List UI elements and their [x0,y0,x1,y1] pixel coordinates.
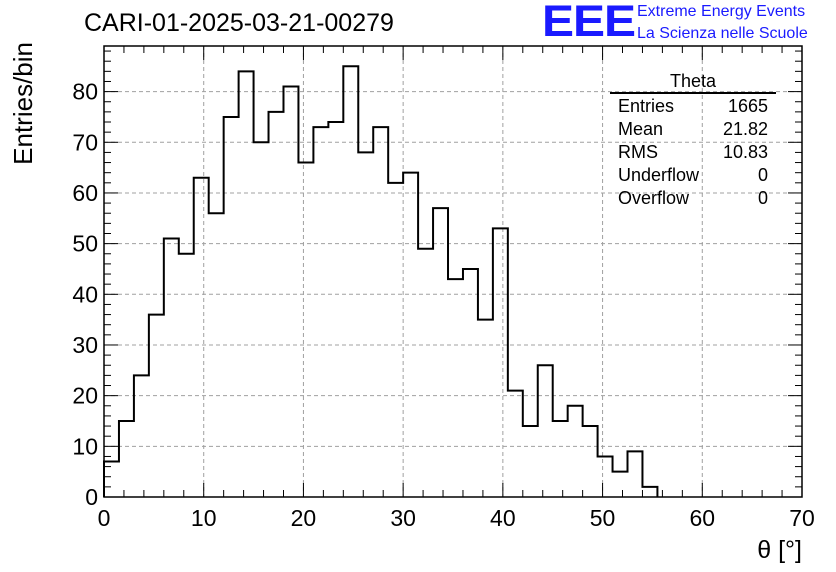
stats-value: 21.82 [722,119,768,139]
x-tick-label: 70 [789,505,815,531]
y-tick-label: 0 [85,484,98,510]
stats-row-rms: RMS 10.83 [610,141,776,164]
histogram-bin [239,71,254,497]
stats-label: Overflow [618,188,690,208]
histogram-bin [598,456,613,497]
stats-label: Entries [618,96,675,116]
stats-label: Mean [618,119,664,139]
histogram-bin [388,183,403,497]
histogram-bin [508,391,523,497]
histogram-bin [418,249,433,497]
x-tick-label: 10 [191,505,217,531]
y-tick-label: 30 [72,332,98,358]
histogram-bin [119,421,134,497]
histogram-bin [373,127,388,497]
histogram-bin [538,365,553,497]
histogram-bin [269,112,284,497]
x-tick-label: 40 [490,505,516,531]
stats-row-overflow: Overflow 0 [610,187,776,210]
stats-label: RMS [618,142,658,162]
histogram-bin [403,173,418,497]
histogram-bin [343,66,358,497]
y-tick-label: 40 [72,281,98,307]
histogram-bin [283,87,298,497]
histogram-bin [493,228,508,497]
histogram-bin [358,152,373,497]
stats-box: Theta Entries 1665 Mean 21.82 RMS 10.83 … [610,70,776,210]
histogram-bin [179,254,194,497]
x-tick-label: 0 [98,505,111,531]
y-tick-label: 50 [72,231,98,257]
stats-title: Theta [610,70,776,94]
stats-value: 10.83 [722,142,768,162]
x-tick-label: 60 [689,505,715,531]
histogram-bin [149,315,164,497]
eee-logo: EEE [542,0,636,46]
histogram-bin [463,269,478,497]
histogram-series [103,65,659,497]
stats-value: 0 [757,165,768,185]
x-tick-label: 50 [590,505,616,531]
histogram-bin [583,426,598,497]
histogram-bin [642,487,657,497]
stats-row-entries: Entries 1665 [610,95,776,118]
y-axis-label: Entries/bin [8,42,38,165]
x-tick-label: 30 [390,505,416,531]
histogram-bin [613,472,628,497]
histogram-bin [448,279,463,497]
histogram-bin [313,127,328,497]
histogram-bin [224,117,239,497]
histogram-bin [298,163,313,497]
y-tick-label: 80 [72,79,98,105]
histogram-bin [164,239,179,497]
stats-row-mean: Mean 21.82 [610,118,776,141]
y-tick-label: 20 [72,383,98,409]
histogram-bin [628,451,643,497]
plot-frame [103,45,803,498]
logo-caption-line1: Extreme Energy Events [637,3,806,20]
histogram-bin [523,426,538,497]
histogram-bin [104,462,119,497]
histogram-bin [209,213,224,497]
stats-label: Underflow [618,165,700,185]
y-tick-label: 10 [72,433,98,459]
stats-value: 1665 [727,96,768,116]
histogram-bin [568,406,583,497]
stats-row-underflow: Underflow 0 [610,164,776,187]
stats-value: 0 [757,188,768,208]
logo-caption-line2: La Scienza nelle Scuole [637,25,808,42]
histogram-bin [134,375,149,497]
x-tick-label: 20 [291,505,317,531]
histogram-bin [194,178,209,497]
histogram-bin [254,142,269,497]
chart-title: CARI-01-2025-03-21-00279 [84,9,394,37]
y-tick-label: 60 [72,180,98,206]
histogram-bin [553,421,568,497]
histogram-bin [328,122,343,497]
histogram-bin [433,208,448,497]
histogram-bin [478,320,493,497]
x-axis-label: θ [°] [757,536,802,564]
y-tick-label: 70 [72,129,98,155]
